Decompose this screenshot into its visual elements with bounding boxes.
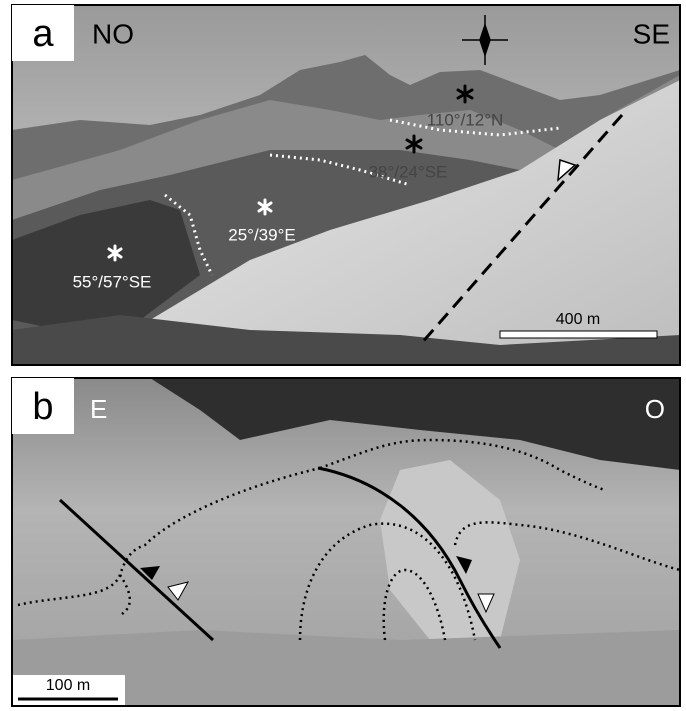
panel-label: b [32, 386, 53, 428]
orientation-label: 38°/24°SE [369, 162, 448, 181]
orientation-label: 55°/57°SE [73, 272, 152, 291]
orientation-label: 25°/39°E [228, 225, 295, 244]
direction-left: E [90, 394, 107, 424]
figure: a NO SE 110°/12°N 38°/24°SE 25°/39°E 55°… [0, 0, 686, 711]
scale-bar-label: 100 m [46, 677, 90, 694]
panel-label: a [32, 13, 54, 55]
panel-b-photo [12, 378, 680, 706]
scale-bar [500, 331, 657, 338]
orientation-label: 110°/12°N [427, 110, 504, 129]
direction-right: O [645, 394, 665, 424]
direction-right: SE [633, 18, 670, 49]
scale-bar-label: 400 m [556, 311, 600, 328]
direction-left: NO [92, 18, 134, 49]
